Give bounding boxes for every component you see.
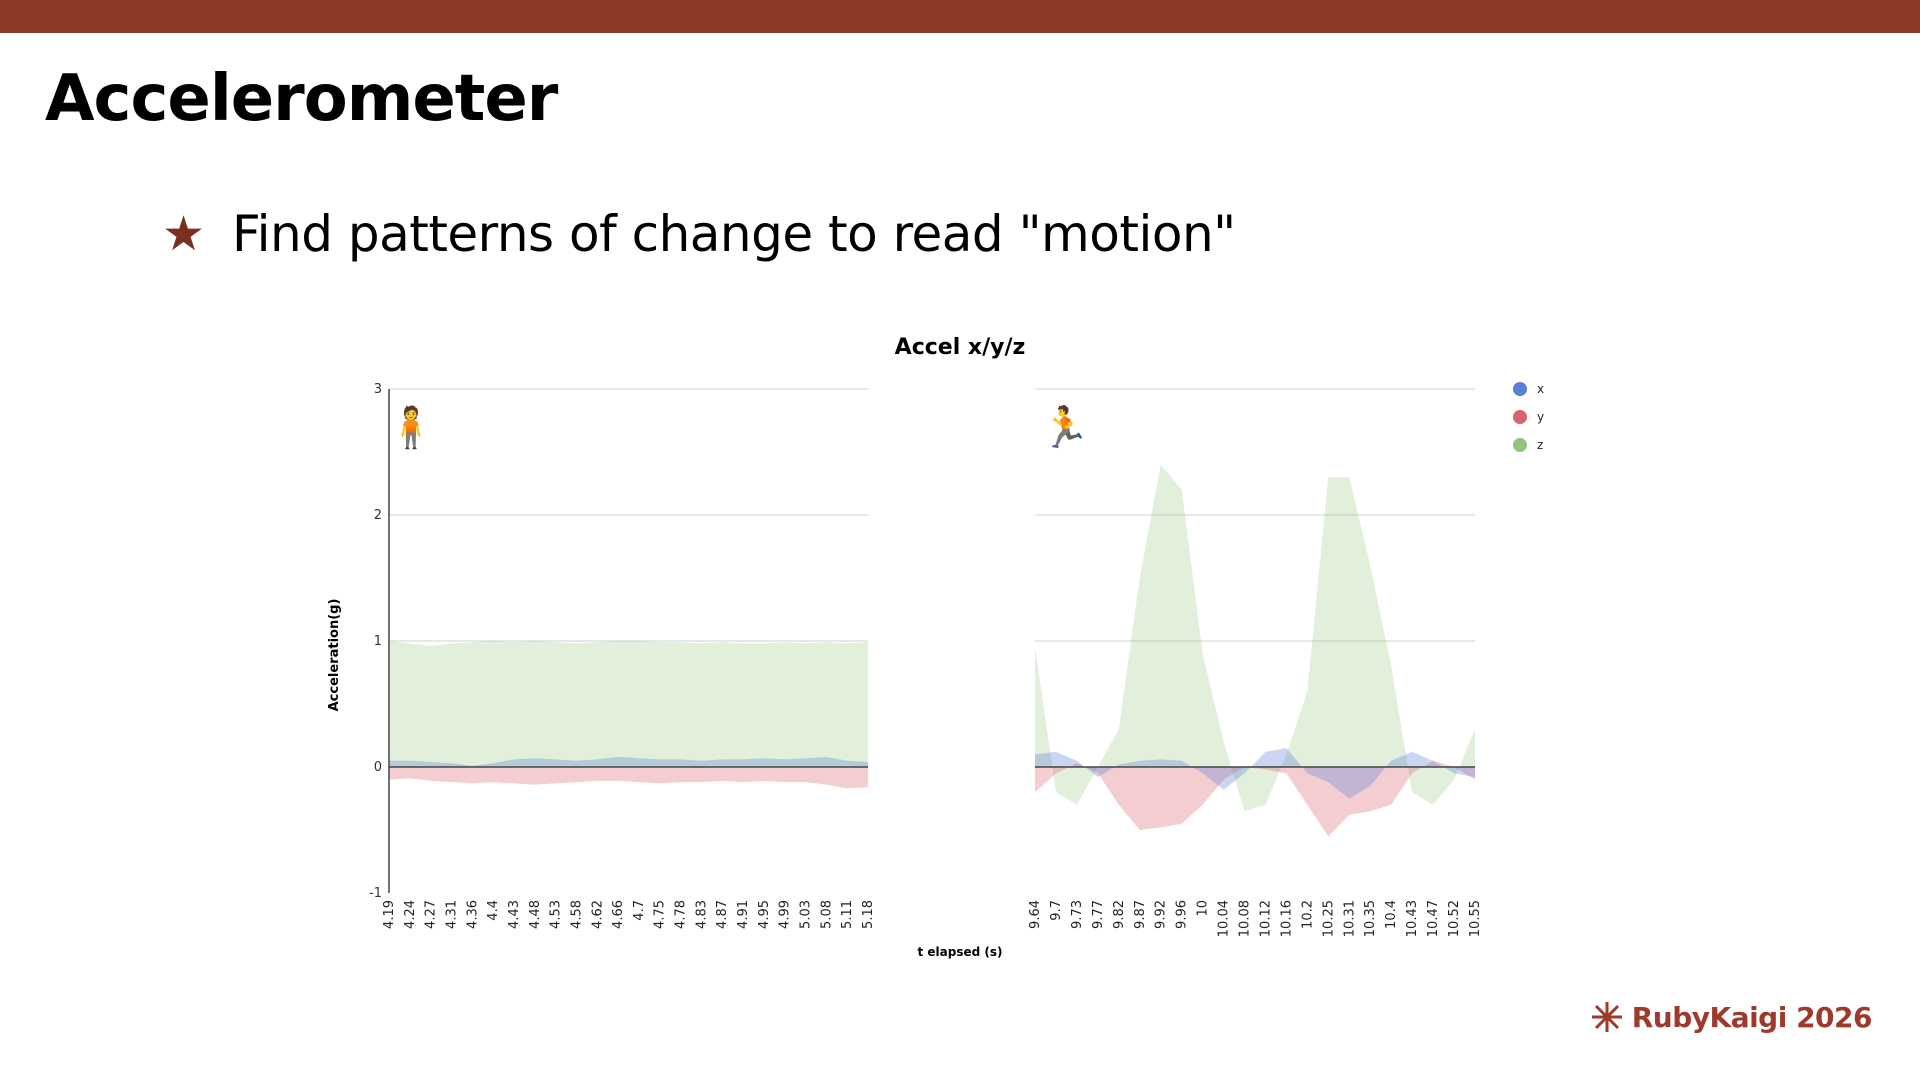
- area-series-x-panel-2: [1035, 748, 1475, 799]
- x-tick-label: 5.18: [861, 900, 876, 929]
- x-tick-label: 4.7: [632, 900, 647, 921]
- x-tick-label: 4.4: [486, 900, 501, 921]
- x-tick-label: 4.58: [569, 900, 584, 929]
- y-tick-label: 1: [374, 634, 382, 649]
- x-tick-label: 10.52: [1447, 900, 1462, 937]
- bullet-text: Find patterns of change to read "motion": [232, 205, 1236, 263]
- x-tick-label: 9.82: [1112, 900, 1127, 929]
- x-tick-label: 10.4: [1384, 900, 1399, 929]
- bullet-item: ★ Find patterns of change to read "motio…: [162, 205, 1236, 263]
- y-tick-label: -1: [369, 886, 382, 901]
- y-tick-label: 2: [374, 508, 382, 523]
- x-tick-label: 4.75: [653, 900, 668, 929]
- x-tick-label: 4.83: [694, 900, 709, 929]
- x-tick-label: 4.43: [507, 900, 522, 929]
- x-tick-label: 10.08: [1238, 900, 1253, 937]
- x-tick-label: 10.47: [1426, 900, 1441, 937]
- x-tick-label: 5.03: [799, 900, 814, 929]
- legend-label-z: z: [1537, 438, 1543, 452]
- x-tick-label: 4.36: [465, 900, 480, 929]
- legend-marker-z: [1513, 438, 1527, 452]
- x-tick-label: 9.96: [1175, 900, 1190, 929]
- area-series-z-panel-1: [389, 641, 868, 767]
- legend-marker-x: [1513, 382, 1527, 396]
- x-tick-label: 9.73: [1070, 900, 1085, 929]
- x-tick-label: 4.66: [611, 900, 626, 929]
- brand-text: RubyKaigi 2026: [1631, 1000, 1873, 1034]
- top-accent-bar: [0, 0, 1920, 33]
- area-series-x-panel-1: [389, 756, 868, 767]
- x-axis-label: t elapsed (s): [917, 945, 1002, 959]
- x-tick-label: 10.16: [1279, 900, 1294, 937]
- x-tick-label: 4.27: [424, 900, 439, 929]
- x-tick-label: 10.25: [1321, 900, 1336, 937]
- y-tick-label: 0: [374, 760, 382, 775]
- running-person-icon: 🏃: [1040, 404, 1090, 451]
- area-series-z-panel-2: [1035, 464, 1475, 812]
- x-tick-label: 4.87: [715, 900, 730, 929]
- legend-label-x: x: [1537, 382, 1544, 396]
- x-tick-label: 4.19: [382, 900, 397, 929]
- rubykaigi-logo-icon: [1591, 1002, 1622, 1032]
- x-tick-label: 9.77: [1091, 900, 1106, 929]
- area-series-y-panel-2: [1035, 760, 1475, 837]
- x-tick-label: 9.92: [1154, 900, 1169, 929]
- legend-marker-y: [1513, 410, 1527, 424]
- standing-person-icon: 🧍: [386, 404, 436, 451]
- x-tick-label: 9.64: [1028, 900, 1043, 929]
- x-tick-label: 4.48: [528, 900, 543, 929]
- star-bullet-icon: ★: [162, 206, 206, 262]
- x-tick-label: 9.7: [1049, 900, 1064, 921]
- slide-title: Accelerometer: [45, 62, 558, 136]
- x-tick-label: 4.78: [674, 900, 689, 929]
- y-tick-label: 3: [374, 382, 382, 397]
- x-tick-label: 5.11: [840, 900, 855, 929]
- x-tick-label: 10.2: [1300, 900, 1315, 929]
- x-tick-label: 4.95: [757, 900, 772, 929]
- x-tick-label: 4.91: [736, 900, 751, 929]
- x-tick-label: 4.53: [549, 900, 564, 929]
- legend-label-y: y: [1537, 410, 1544, 424]
- x-tick-label: 4.24: [403, 900, 418, 929]
- x-tick-label: 10.31: [1342, 900, 1357, 937]
- chart-title: Accel x/y/z: [895, 335, 1026, 360]
- x-tick-label: 10.12: [1259, 900, 1274, 937]
- area-series-y-panel-1: [389, 767, 868, 789]
- x-tick-label: 10.35: [1363, 900, 1378, 937]
- x-tick-label: 5.08: [819, 900, 834, 929]
- x-tick-label: 10.04: [1217, 900, 1232, 937]
- brand-logo: RubyKaigi 2026: [1590, 1000, 1873, 1034]
- y-axis-label: Acceleration(g): [327, 599, 342, 712]
- x-tick-label: 10.43: [1405, 900, 1420, 937]
- x-tick-label: 10: [1196, 900, 1211, 917]
- x-tick-label: 4.99: [778, 900, 793, 929]
- x-tick-label: 4.31: [445, 900, 460, 929]
- x-tick-label: 4.62: [590, 900, 605, 929]
- x-tick-label: 9.87: [1133, 900, 1148, 929]
- x-tick-label: 10.55: [1468, 900, 1483, 937]
